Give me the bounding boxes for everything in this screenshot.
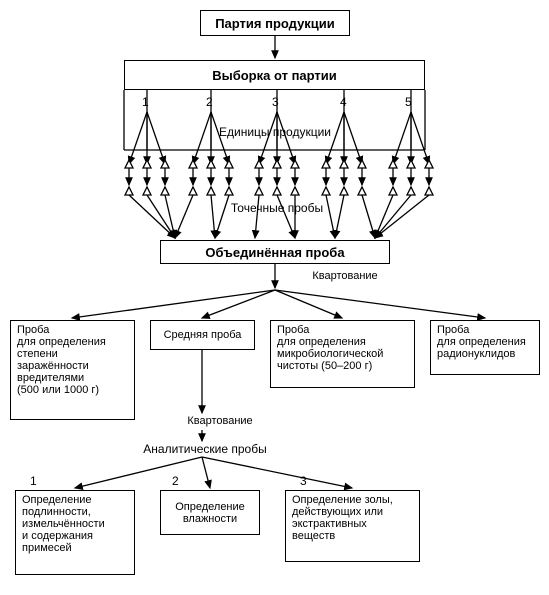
num-4: 4 — [340, 95, 347, 109]
node-analytical-2: Определение влажности — [160, 490, 260, 535]
node-analytical-3: Определение золы, действующих или экстра… — [285, 490, 420, 562]
num-2-text: 2 — [206, 95, 213, 109]
node-proba-2-text: Средняя проба — [164, 329, 242, 341]
node-proba-2: Средняя проба — [150, 320, 255, 350]
bnum-2-text: 2 — [172, 474, 179, 488]
label-quartering-2: Квартование — [175, 415, 265, 429]
num-1-text: 1 — [142, 95, 149, 109]
node-proba-1-text: Проба для определения степени заражённос… — [17, 324, 106, 396]
node-analytical-1-text: Определение подлинности, измельчённости … — [22, 494, 105, 554]
label-quartering-1-text: Квартование — [312, 270, 377, 282]
label-point-samples: Точечные пробы — [222, 201, 332, 217]
node-sampling: Выборка от партии — [124, 60, 425, 90]
label-quartering-2-text: Квартование — [187, 415, 252, 427]
num-3-text: 3 — [272, 95, 279, 109]
label-analytical-text: Аналитические пробы — [143, 442, 266, 456]
num-3: 3 — [272, 95, 279, 109]
bnum-1-text: 1 — [30, 474, 37, 488]
bnum-3: 3 — [300, 474, 307, 488]
num-1: 1 — [142, 95, 149, 109]
node-combined-text: Объединённая проба — [205, 245, 344, 260]
bnum-1: 1 — [30, 474, 37, 488]
node-batch: Партия продукции — [200, 10, 350, 36]
node-proba-4: Проба для определения радионуклидов — [430, 320, 540, 375]
label-units: Единицы продукции — [200, 125, 350, 141]
node-analytical-3-text: Определение золы, действующих или экстра… — [292, 494, 393, 542]
label-analytical: Аналитические пробы — [130, 442, 280, 456]
node-proba-4-text: Проба для определения радионуклидов — [437, 324, 526, 360]
num-5-text: 5 — [405, 95, 412, 109]
node-batch-text: Партия продукции — [215, 16, 335, 31]
node-analytical-1: Определение подлинности, измельчённости … — [15, 490, 135, 575]
node-proba-1: Проба для определения степени заражённос… — [10, 320, 135, 420]
label-point-text: Точечные пробы — [231, 201, 323, 215]
label-units-text: Единицы продукции — [219, 125, 331, 139]
node-analytical-2-text: Определение влажности — [175, 501, 245, 525]
node-proba-3: Проба для определения микробиологической… — [270, 320, 415, 388]
node-proba-3-text: Проба для определения микробиологической… — [277, 324, 383, 372]
num-2: 2 — [206, 95, 213, 109]
bnum-2: 2 — [172, 474, 179, 488]
num-4-text: 4 — [340, 95, 347, 109]
label-quartering-1: Квартование — [300, 270, 390, 284]
num-5: 5 — [405, 95, 412, 109]
node-sampling-text: Выборка от партии — [212, 68, 337, 83]
bnum-3-text: 3 — [300, 474, 307, 488]
node-combined: Объединённая проба — [160, 240, 390, 264]
